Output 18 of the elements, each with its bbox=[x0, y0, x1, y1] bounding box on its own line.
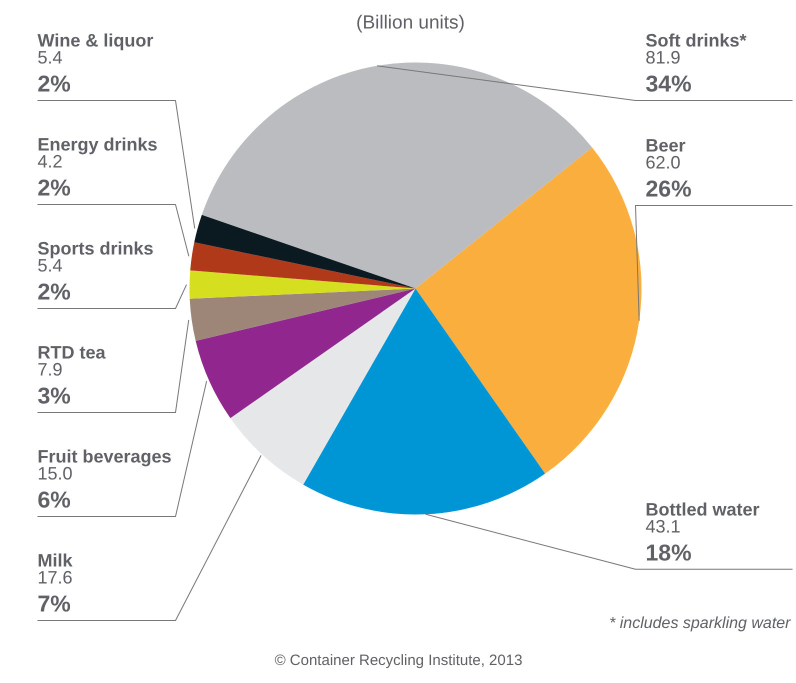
data-label: 81.9 34% bbox=[646, 48, 692, 96]
slice-label: Fruit beverages bbox=[38, 446, 172, 466]
slice-label: Energy drinks bbox=[38, 134, 158, 154]
slice-label: Beer bbox=[646, 136, 686, 156]
text: © Container Recycling Institute, 2013 bbox=[274, 652, 522, 669]
data-label: 17.6 7% bbox=[38, 568, 73, 616]
data-label: 15.0 6% bbox=[38, 464, 73, 512]
chart-title: (Billion units) bbox=[356, 12, 465, 34]
slice-label: Milk bbox=[38, 550, 74, 570]
slice-label: Soft drinks* bbox=[646, 30, 747, 50]
slice-label: RTD tea bbox=[38, 342, 106, 362]
data-label: 62.0 26% bbox=[646, 152, 692, 202]
slice-label: Sports drinks bbox=[38, 238, 154, 258]
data-label: 7.9 3% bbox=[38, 360, 71, 408]
data-label: 5.4 2% bbox=[38, 48, 71, 96]
data-label: 4.2 2% bbox=[38, 152, 71, 200]
slice-label: Wine & liquor bbox=[38, 30, 154, 50]
text: * includes sparkling water bbox=[609, 615, 792, 632]
